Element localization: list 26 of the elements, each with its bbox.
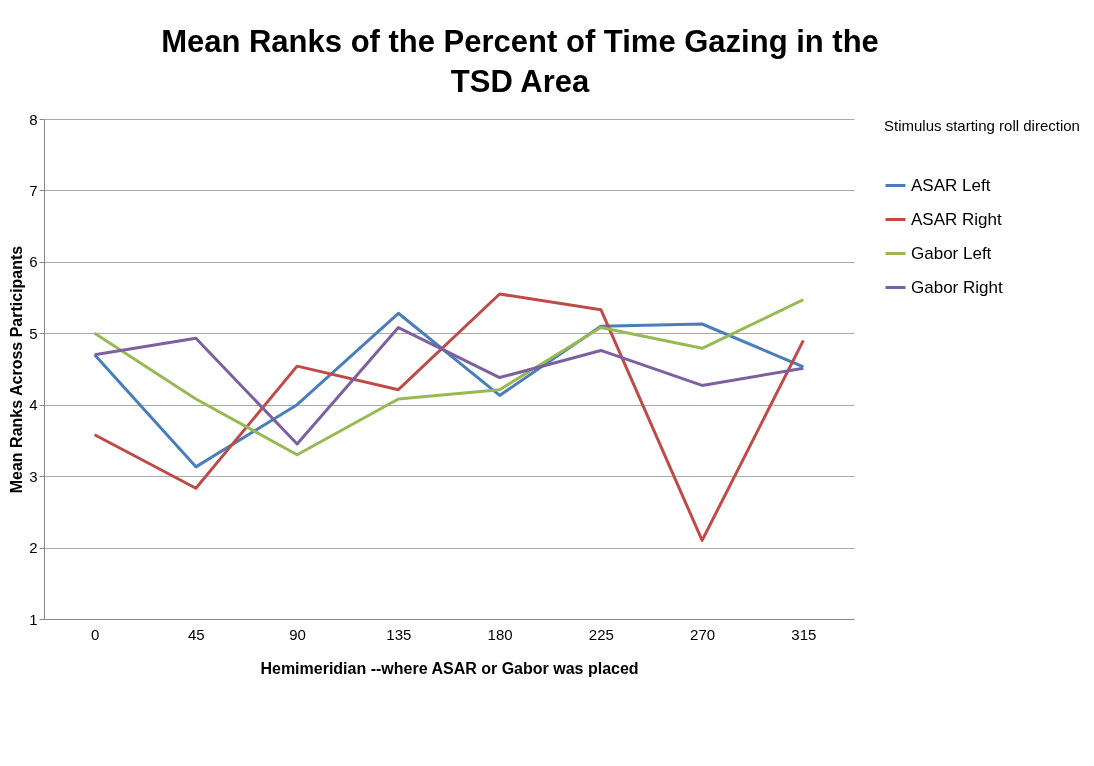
x-tick-label: 315 [791,625,817,643]
x-tick-label: 180 [487,625,513,643]
y-axis-title: Mean Ranks Across Participants [8,245,26,494]
legend-label: ASAR Right [911,209,1002,229]
line-series [93,292,805,542]
legend-label: Gabor Left [911,243,992,263]
x-axis-title: Hemimeridian --where ASAR or Gabor was placed [260,659,639,677]
y-tick-label: 6 [29,253,38,271]
y-tick-label: 5 [29,324,38,342]
legend-title: Stimulus starting roll direction [884,117,1080,134]
y-tick-label: 4 [29,396,38,414]
y-tick-label: 1 [29,610,38,628]
y-tick-label: 8 [29,110,38,128]
line-series [93,326,805,446]
x-tick-label: 270 [690,625,716,643]
x-tick-label: 225 [588,625,614,643]
x-tick-label: 45 [188,625,205,643]
y-tick-label: 7 [29,181,38,199]
legend-label: Gabor Right [911,277,1003,297]
x-tick-label: 0 [90,625,100,643]
y-tick-label: 3 [29,467,38,485]
x-tick-label: 90 [289,625,306,643]
x-tick-label: 135 [386,625,412,643]
chart-title: Mean Ranks of the Percent of Time Gazing in the TSD Area [160,23,880,101]
y-tick-label: 2 [29,539,38,557]
legend-label: ASAR Left [911,175,991,195]
